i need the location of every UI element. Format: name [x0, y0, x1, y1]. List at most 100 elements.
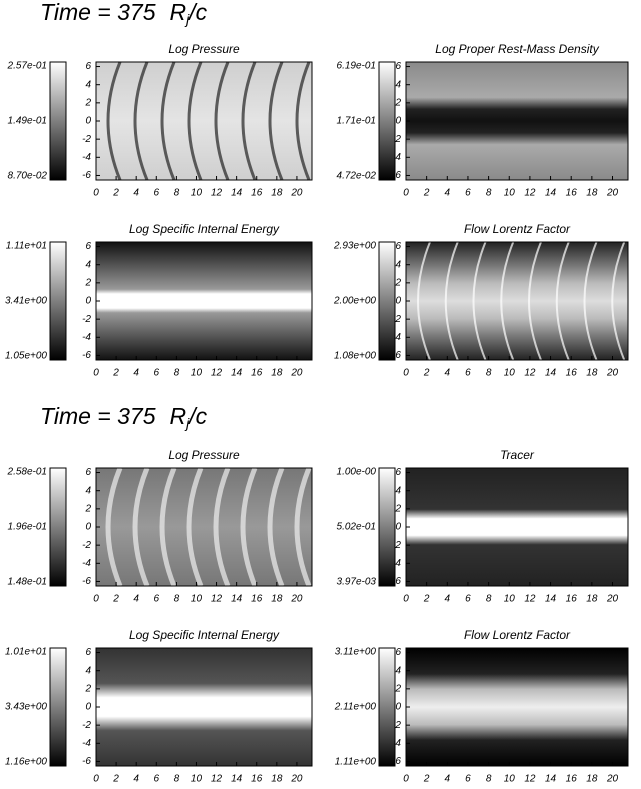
y-tick-label: 4 — [395, 485, 401, 496]
y-tick-label: 2 — [394, 503, 401, 514]
y-tick-label: 4 — [395, 259, 401, 270]
shock-arc — [268, 61, 284, 181]
time-title: Time = 375 Rj/c — [40, 0, 208, 27]
panel-title: Tracer — [500, 448, 535, 462]
shock-arc — [583, 241, 598, 361]
colorbar — [378, 647, 396, 767]
x-tick-label: 14 — [231, 774, 243, 784]
panel-title: Log Proper Rest-Mass Density — [435, 42, 599, 56]
y-tick-label: -2 — [82, 134, 91, 145]
x-tick-label: 4 — [133, 774, 139, 784]
shock-arc — [187, 61, 203, 181]
y-tick-label: 2 — [84, 97, 91, 108]
x-tick-label: 0 — [93, 368, 99, 379]
shock-arc — [132, 467, 150, 587]
x-tick-label: 20 — [606, 188, 619, 199]
y-tick-label: -6 — [392, 170, 401, 181]
x-tick-label: 14 — [231, 188, 243, 199]
colorbar-label: 1.05e+00 — [5, 351, 47, 362]
field-image — [96, 648, 312, 766]
x-tick-label: 0 — [403, 594, 409, 605]
y-tick-label: -4 — [392, 738, 401, 749]
y-tick-label: 0 — [395, 296, 401, 307]
y-tick-label: 6 — [85, 647, 91, 658]
x-tick-label: 10 — [191, 188, 203, 199]
x-tick-label: 4 — [133, 188, 139, 199]
unit-tail: /c — [187, 403, 207, 429]
x-tick-label: 18 — [586, 188, 598, 199]
y-tick-label: 2 — [394, 277, 401, 288]
shock-arc — [500, 241, 515, 361]
y-tick-label: -2 — [392, 134, 401, 145]
shock-arc — [417, 241, 431, 361]
time-label: Time = 375 — [40, 403, 156, 429]
x-tick-label: 16 — [251, 774, 263, 784]
y-tick-label: -4 — [82, 152, 91, 163]
x-tick-label: 6 — [153, 594, 159, 605]
x-tick-label: 4 — [133, 594, 139, 605]
x-tick-label: 4 — [445, 774, 451, 784]
x-tick-label: 6 — [153, 774, 159, 784]
x-tick-label: 4 — [133, 368, 139, 379]
y-tick-label: 0 — [85, 702, 91, 713]
colorbar — [49, 647, 67, 767]
field-image — [96, 62, 312, 180]
y-tick-label: 0 — [85, 116, 91, 127]
x-tick-label: 6 — [465, 368, 471, 379]
y-tick-label: -6 — [82, 170, 91, 181]
shock-arc — [240, 467, 258, 587]
y-tick-label: 4 — [85, 485, 91, 496]
x-tick-label: 4 — [445, 368, 451, 379]
x-tick-label: 20 — [290, 774, 303, 784]
x-tick-label: 10 — [504, 594, 516, 605]
x-tick-label: 6 — [153, 188, 159, 199]
y-tick-label: 4 — [395, 79, 401, 90]
field-image — [406, 648, 628, 766]
unit-sub: j — [184, 415, 190, 431]
x-tick-label: 20 — [290, 368, 303, 379]
x-tick-label: 0 — [403, 188, 409, 199]
colorbar-label: 2.93e+00 — [333, 241, 376, 252]
shock-arc — [444, 241, 459, 361]
colorbar-label: 2.00e+00 — [333, 296, 376, 307]
x-tick-label: 0 — [93, 188, 99, 199]
x-tick-label: 2 — [112, 774, 119, 784]
x-tick-label: 10 — [504, 368, 516, 379]
shock-arc — [472, 241, 487, 361]
x-tick-label: 12 — [524, 594, 536, 605]
x-tick-label: 2 — [423, 368, 430, 379]
y-tick-label: 4 — [85, 665, 91, 676]
x-tick-label: 0 — [93, 774, 99, 784]
x-tick-label: 14 — [545, 368, 557, 379]
x-tick-label: 2 — [112, 368, 119, 379]
colorbar-label: 1.48e-01 — [8, 577, 47, 588]
shock-arc — [159, 467, 177, 587]
y-tick-label: 2 — [84, 503, 91, 514]
y-tick-label: -6 — [82, 576, 91, 587]
y-tick-label: 2 — [394, 683, 401, 694]
colorbar-label: 6.19e-01 — [337, 61, 376, 72]
colorbar-label: 1.00e-00 — [337, 467, 377, 478]
colorbar-label: 1.71e-01 — [337, 116, 376, 127]
x-tick-label: 8 — [486, 188, 492, 199]
y-tick-label: 0 — [85, 522, 91, 533]
colorbar-label: 1.11e+01 — [6, 241, 47, 252]
y-tick-label: -2 — [82, 314, 91, 325]
x-tick-label: 10 — [191, 594, 203, 605]
x-tick-label: 10 — [191, 368, 203, 379]
y-tick-label: -2 — [392, 314, 401, 325]
x-tick-label: 0 — [93, 594, 99, 605]
y-tick-label: -2 — [82, 720, 91, 731]
y-tick-label: -6 — [82, 756, 91, 767]
y-tick-label: -4 — [82, 332, 91, 343]
x-tick-label: 18 — [586, 774, 598, 784]
panel-title: Log Pressure — [168, 42, 240, 56]
shock-arc — [294, 467, 312, 587]
field-image — [406, 468, 628, 586]
shock-arc — [105, 467, 123, 587]
field-image — [96, 242, 312, 360]
y-tick-label: 6 — [395, 467, 401, 478]
